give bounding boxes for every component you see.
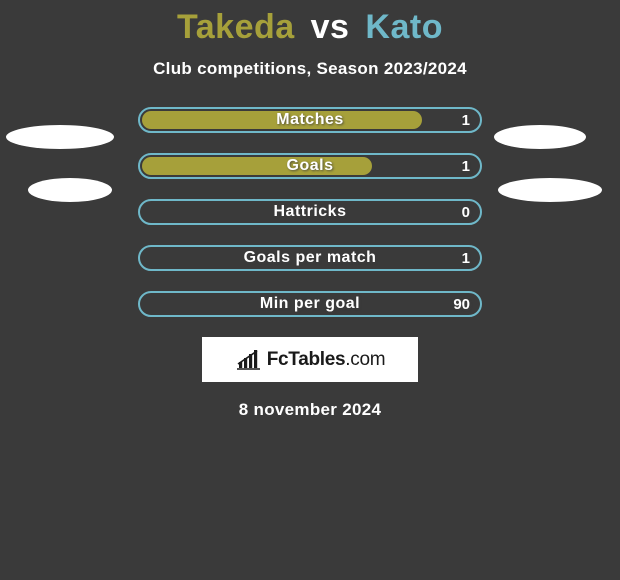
logo: FcTables.com [235,349,386,371]
stat-label: Matches [140,109,480,131]
logo-text: FcTables.com [267,349,386,371]
stat-value: 1 [462,109,470,131]
stat-bar: Goals per match1 [138,245,482,271]
decorative-ellipse [6,125,114,149]
decorative-ellipse [28,178,112,202]
bar-chart-icon [235,349,263,371]
comparison-widget: Takeda vs Kato Club competitions, Season… [0,0,620,580]
stat-value: 1 [462,247,470,269]
stat-row: Hattricks0 [0,199,620,225]
stat-bar: Hattricks0 [138,199,482,225]
decorative-ellipse [498,178,602,202]
date-label: 8 november 2024 [0,400,620,420]
vs-label: vs [311,8,350,46]
decorative-ellipse [494,125,586,149]
subtitle: Club competitions, Season 2023/2024 [0,59,620,79]
stat-row: Goals per match1 [0,245,620,271]
player1-name: Takeda [177,8,295,46]
player2-name: Kato [365,8,443,46]
stat-row: Min per goal90 [0,291,620,317]
stat-value: 90 [453,293,470,315]
stat-bar: Matches1 [138,107,482,133]
stat-label: Hattricks [140,201,480,223]
stat-label: Min per goal [140,293,480,315]
page-title: Takeda vs Kato [0,8,620,47]
stat-row: Goals1 [0,153,620,179]
stat-value: 1 [462,155,470,177]
logo-box: FcTables.com [202,337,418,382]
stat-bar: Min per goal90 [138,291,482,317]
stat-label: Goals per match [140,247,480,269]
stat-value: 0 [462,201,470,223]
stat-label: Goals [140,155,480,177]
stat-bar: Goals1 [138,153,482,179]
